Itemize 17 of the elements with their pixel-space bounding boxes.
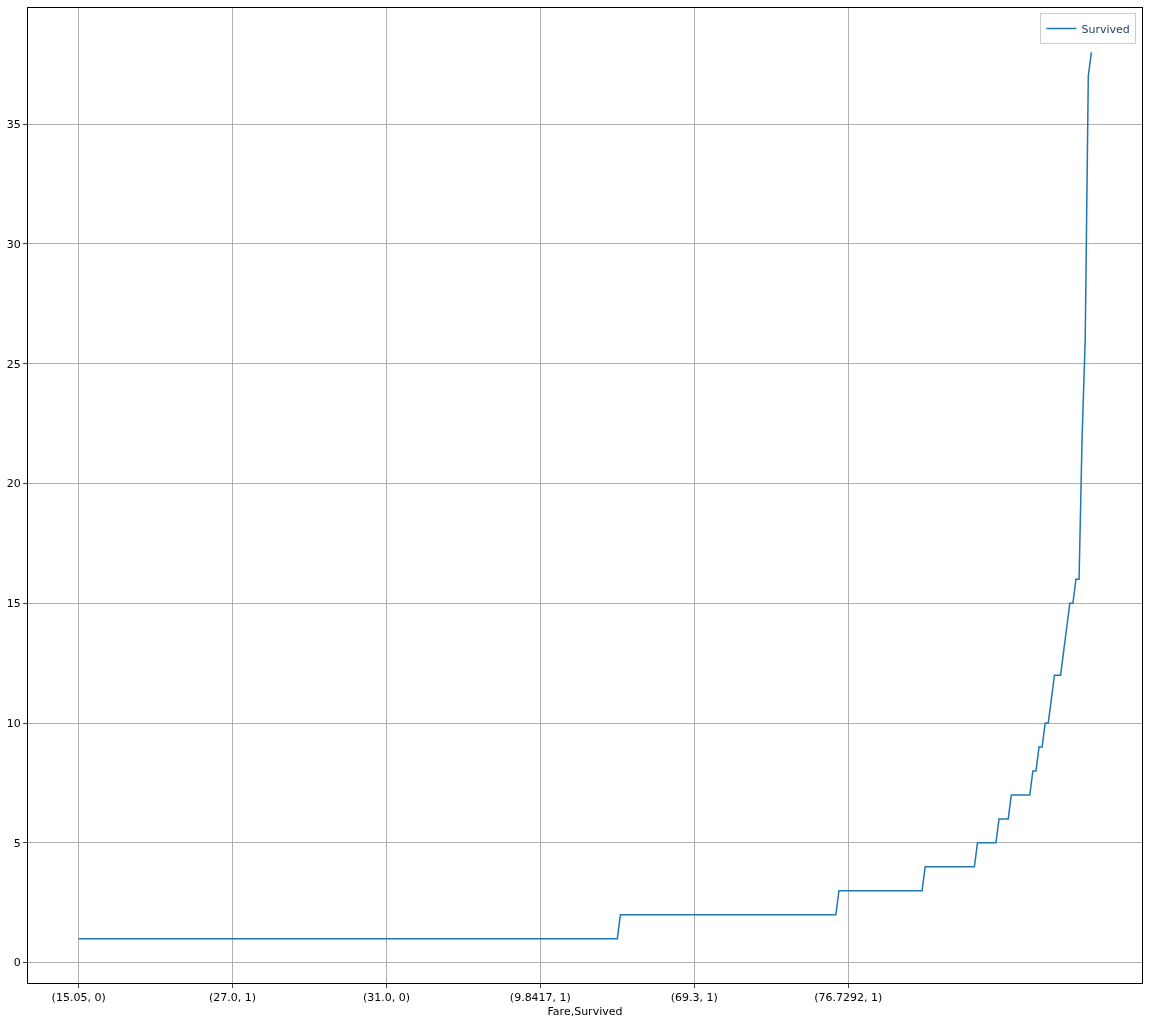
x-tick-label: (69.3, 1): [670, 991, 718, 1005]
y-tick-label: 30: [6, 237, 21, 251]
x-tick-label: (9.8417, 1): [509, 991, 571, 1005]
x-tick-label: (15.05, 0): [51, 991, 106, 1005]
legend-label: Survived: [1081, 22, 1130, 36]
x-tick-label: (76.7292, 1): [814, 991, 883, 1005]
y-tick-label: 10: [6, 716, 21, 730]
y-tick-label: 35: [6, 118, 21, 132]
x-axis-title: Fare,Survived: [547, 1005, 623, 1019]
x-tick-label: (27.0, 1): [209, 991, 257, 1005]
y-tick-label: 5: [13, 836, 21, 850]
y-tick-label: 0: [13, 956, 21, 970]
y-tick-label: 20: [6, 477, 21, 491]
x-tick-label: (31.0, 0): [362, 991, 410, 1005]
y-tick-label: 25: [6, 357, 21, 371]
y-tick-label: 15: [6, 597, 21, 611]
line-series: [77, 51, 1093, 940]
